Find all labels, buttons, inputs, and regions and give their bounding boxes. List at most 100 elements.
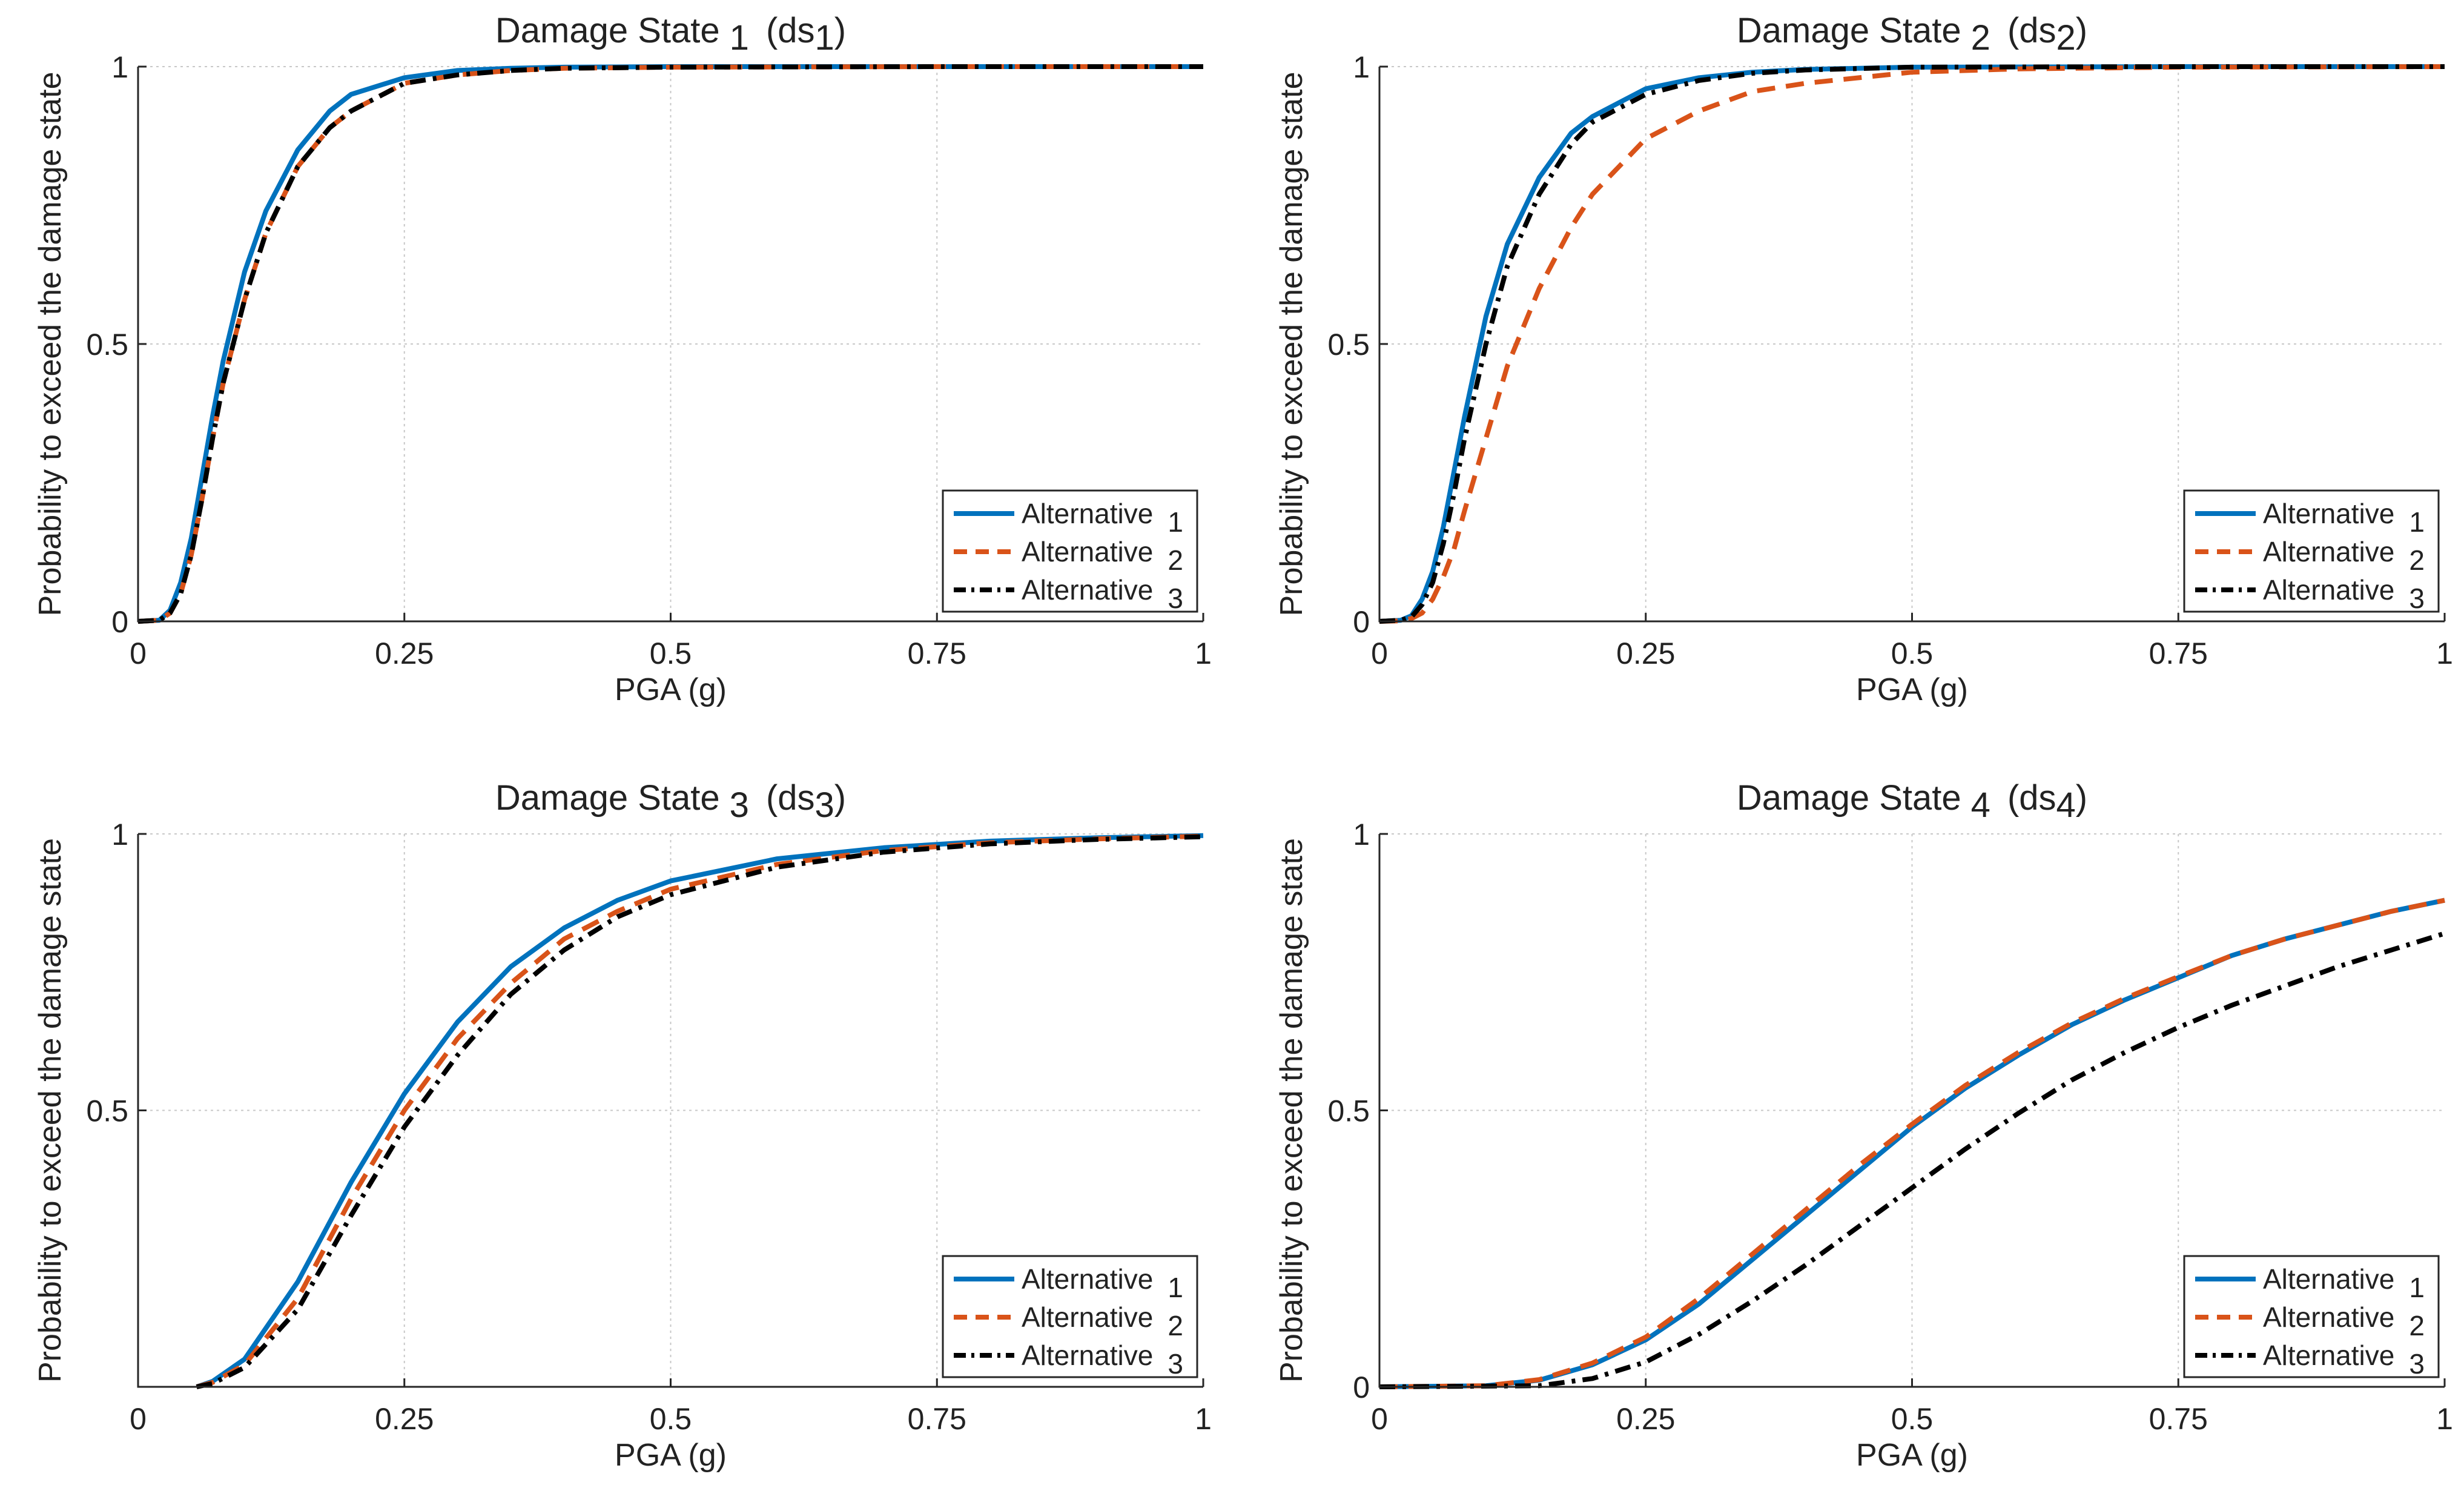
legend-label-alternative-2: Alternative 2 — [2263, 1301, 2425, 1341]
title-part: 2 — [2056, 18, 2076, 58]
legend-label-word: Alternative — [2263, 1340, 2394, 1371]
x-tick-label: 0.5 — [1891, 1402, 1934, 1436]
series-line-alternative-2 — [196, 833, 1204, 1389]
x-tick-label: 0.25 — [375, 636, 434, 670]
chart-panel-3: 0 0.25 0.5 0.75 1 0.5 1 PGA (g) Probability to e… — [33, 778, 1212, 1473]
y-tick-label: 0 — [111, 605, 128, 639]
chart-title: Damage State 3 (ds3) — [495, 778, 846, 825]
y-tick-label: 1 — [111, 50, 128, 84]
x-tick-label: 0 — [1371, 1402, 1388, 1436]
legend-label-number: 3 — [2409, 583, 2425, 614]
legend-label-number: 2 — [1168, 1310, 1183, 1341]
legend: Alternative 1 Alternative 2 Alternative 3 — [2183, 1255, 2440, 1380]
legend-label-alternative-3: Alternative 3 — [1022, 574, 1183, 614]
series-line-alternative-3 — [1379, 931, 2446, 1389]
legend-label-word: Alternative — [1022, 574, 1153, 606]
title-part: Damage State — [1737, 778, 1961, 818]
title-part: 4 — [2056, 785, 2076, 825]
title-part: ) — [834, 11, 846, 50]
x-tick-label: 0.5 — [650, 1402, 692, 1436]
title-part: Damage State — [495, 11, 720, 50]
x-tick-label: 1 — [1195, 1402, 1212, 1436]
y-tick-label: 1 — [111, 818, 128, 851]
legend-label-word: Alternative — [2263, 1301, 2394, 1333]
legend-label-number: 3 — [1168, 1348, 1183, 1380]
legend-label-number: 3 — [2409, 1348, 2425, 1380]
chart-title: Damage State 2 (ds2) — [1737, 11, 2087, 58]
legend-label-alternative-1: Alternative 1 — [2263, 498, 2425, 538]
title-part: Damage State — [1737, 11, 1961, 50]
legend: Alternative 1 Alternative 2 Alternative 3 — [2183, 489, 2440, 614]
chart-title: Damage State 4 (ds4) — [1737, 778, 2087, 825]
title-part: 4 — [1971, 785, 1990, 825]
title-part: (ds — [2007, 11, 2056, 50]
x-tick-label: 0.75 — [2149, 1402, 2208, 1436]
y-axis-label: Probability to exceed the damage state — [1274, 838, 1309, 1383]
legend-label-number: 2 — [2409, 1310, 2425, 1341]
legend-label-word: Alternative — [2263, 574, 2394, 606]
series-line-alternative-2 — [1379, 64, 2445, 624]
legend-label-word: Alternative — [1022, 536, 1153, 567]
y-tick-label: 0.5 — [1327, 328, 1370, 362]
title-part: 2 — [1971, 18, 1990, 58]
legend: Alternative 1 Alternative 2 Alternative 3 — [942, 1255, 1198, 1380]
series-line-alternative-3 — [196, 834, 1204, 1389]
x-axis-label: PGA (g) — [615, 1438, 727, 1473]
legend-label-alternative-2: Alternative 2 — [1022, 536, 1183, 576]
series-line-alternative-3 — [137, 64, 1203, 624]
title-part: 1 — [730, 18, 749, 58]
legend-label-alternative-1: Alternative 1 — [1022, 1263, 1183, 1303]
x-tick-label: 1 — [2436, 636, 2453, 670]
legend-label-alternative-1: Alternative 1 — [2263, 1263, 2425, 1303]
legend-label-number: 2 — [2409, 544, 2425, 576]
y-axis-label: Probability to exceed the damage state — [33, 838, 68, 1383]
legend-label-alternative-2: Alternative 2 — [1022, 1301, 1183, 1341]
legend-label-alternative-3: Alternative 3 — [2263, 1340, 2425, 1380]
x-tick-label: 0 — [130, 636, 147, 670]
title-part: Damage State — [495, 778, 720, 818]
legend-label-word: Alternative — [2263, 498, 2394, 529]
title-part: 1 — [815, 18, 834, 58]
chart-panel-1: 0 0.25 0.5 0.75 1 0 0.5 1 PGA (g) Probability to … — [33, 11, 1212, 707]
x-tick-label: 0.25 — [1616, 636, 1675, 670]
x-axis-label: PGA (g) — [615, 672, 727, 707]
y-tick-label: 0 — [1353, 605, 1370, 639]
x-tick-label: 0.75 — [2149, 636, 2208, 670]
series-line-alternative-1 — [196, 833, 1204, 1389]
legend-label-word: Alternative — [1022, 1263, 1153, 1295]
y-tick-label: 0.5 — [86, 1094, 128, 1128]
legend-label-number: 1 — [2409, 506, 2425, 538]
legend-label-alternative-3: Alternative 3 — [1022, 1340, 1183, 1380]
x-axis-label: PGA (g) — [1856, 672, 1968, 707]
y-axis-label: Probability to exceed the damage state — [33, 71, 68, 616]
chart-panel-2: 0 0.25 0.5 0.75 1 0 0.5 1 PGA (g) Probability to … — [1274, 11, 2453, 707]
legend-label-alternative-1: Alternative 1 — [1022, 498, 1183, 538]
legend-label-number: 3 — [1168, 583, 1183, 614]
legend-label-word: Alternative — [1022, 1340, 1153, 1371]
y-tick-label: 1 — [1353, 818, 1370, 851]
title-part: (ds — [2007, 778, 2056, 818]
y-tick-label: 0.5 — [86, 328, 128, 362]
x-tick-label: 0.5 — [650, 636, 692, 670]
y-tick-label: 0 — [1353, 1370, 1370, 1404]
title-part: ) — [2076, 11, 2087, 50]
legend-label-word: Alternative — [1022, 1301, 1153, 1333]
x-tick-label: 0.75 — [908, 1402, 966, 1436]
series-line-alternative-2 — [1379, 898, 2445, 1389]
x-tick-label: 1 — [2436, 1402, 2453, 1436]
x-tick-label: 0.5 — [1891, 636, 1934, 670]
x-tick-label: 0.25 — [375, 1402, 434, 1436]
y-tick-label: 0.5 — [1327, 1094, 1370, 1128]
x-tick-label: 0.75 — [908, 636, 966, 670]
title-part: 3 — [730, 785, 749, 825]
title-part: ) — [834, 778, 846, 818]
y-tick-label: 1 — [1353, 50, 1370, 84]
x-tick-label: 0 — [130, 1402, 147, 1436]
legend-label-word: Alternative — [2263, 1263, 2394, 1295]
chart-title: Damage State 1 (ds1) — [495, 11, 846, 58]
legend-label-alternative-2: Alternative 2 — [2263, 536, 2425, 576]
legend-label-number: 2 — [1168, 544, 1183, 576]
title-part: (ds — [766, 11, 815, 50]
legend-label-word: Alternative — [2263, 536, 2394, 567]
legend-label-number: 1 — [1168, 1272, 1183, 1303]
